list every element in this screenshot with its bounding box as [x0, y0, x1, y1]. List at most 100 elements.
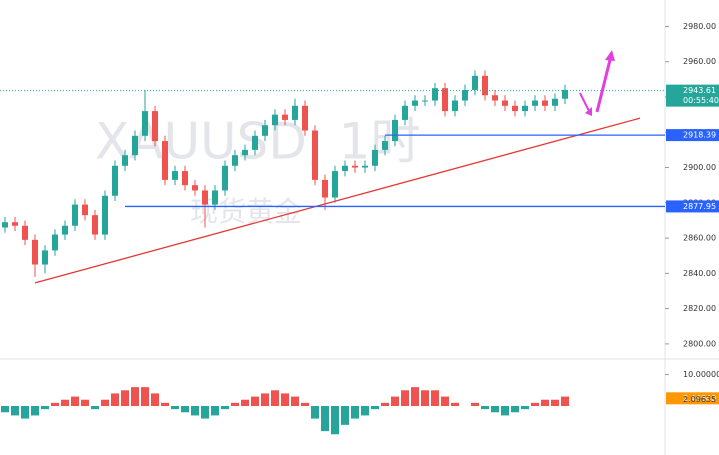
candle-body: [292, 105, 298, 120]
trendline: [34, 117, 641, 284]
candle-body: [82, 204, 88, 216]
current-price-box: [666, 84, 719, 107]
macd-bar: [11, 406, 19, 416]
candle-body: [472, 75, 478, 90]
candle-body: [542, 100, 548, 106]
macd-bar: [561, 396, 569, 406]
macd-bar: [91, 406, 99, 410]
macd-bar: [261, 393, 269, 406]
macd-bar: [401, 390, 409, 406]
candle-body: [502, 100, 508, 106]
candle-body: [412, 100, 418, 106]
candle-body: [32, 239, 38, 265]
candle-body: [512, 105, 518, 112]
y-tick-label: 2980.00: [683, 22, 716, 31]
candle-body: [402, 105, 408, 120]
level-label-box: [666, 129, 719, 142]
macd-bar: [81, 399, 89, 406]
y-tick-label: 2820.00: [683, 304, 716, 313]
candle-body: [382, 141, 388, 150]
macd-bar: [471, 402, 479, 406]
macd-value-box: [666, 392, 719, 405]
macd-value-label: 2.44640: [683, 394, 716, 403]
macd-bar: [521, 406, 529, 410]
candle-body: [172, 171, 178, 180]
candle-body: [182, 171, 188, 186]
macd-bar: [291, 396, 299, 406]
candle-body: [262, 125, 268, 136]
macd-bar: [141, 387, 149, 406]
candle-body: [482, 75, 488, 96]
arrow-head: [585, 107, 592, 116]
macd-bar: [371, 406, 379, 410]
macd-bar: [31, 406, 39, 416]
arrow-up: [595, 59, 612, 113]
macd-bar: [271, 390, 279, 406]
y-tick-label: 2840.00: [683, 269, 716, 278]
candle-body: [52, 234, 58, 251]
macd-bar: [411, 387, 419, 406]
macd-bar: [531, 402, 539, 406]
macd-bar: [501, 406, 509, 416]
candle-body: [522, 105, 528, 112]
name-watermark: 现货黄金: [190, 195, 302, 228]
macd-bar: [351, 406, 359, 419]
macd-bar: [301, 402, 309, 406]
arrow-down: [579, 92, 591, 114]
macd-bar: [191, 406, 199, 416]
candle-body: [242, 149, 248, 156]
candle-body: [142, 111, 148, 136]
candle-body: [532, 100, 538, 106]
candle-body: [122, 155, 128, 166]
candle-body: [62, 225, 68, 235]
candle-body: [442, 88, 448, 112]
candle-body: [102, 195, 108, 235]
candle-body: [192, 185, 198, 191]
current-price-label: 2943.61: [683, 86, 716, 95]
candle-body: [492, 95, 498, 101]
macd-bar: [321, 406, 329, 432]
macd-bar: [511, 406, 519, 413]
candle-body: [152, 111, 158, 142]
macd-bar: [221, 406, 229, 410]
macd-bar: [231, 402, 239, 406]
candle-body: [562, 89, 568, 99]
candle-body: [422, 100, 428, 102]
macd-bar: [361, 406, 369, 416]
y-tick-label: 2960.00: [683, 57, 716, 66]
candle-body: [452, 100, 458, 112]
candle-body: [462, 89, 468, 101]
candle-body: [282, 114, 288, 120]
macd-bar: [211, 406, 219, 416]
macd-bar: [1, 406, 9, 413]
macd-bar: [491, 406, 499, 413]
countdown: 00:55:40: [683, 96, 719, 105]
candle-body: [42, 250, 48, 265]
candle-body: [332, 171, 338, 198]
candle-body: [12, 222, 18, 226]
candle-body: [222, 165, 228, 191]
macd-bar: [551, 399, 559, 406]
candle-body: [322, 179, 328, 198]
macd-bar: [241, 399, 249, 406]
macd-bar: [161, 402, 169, 406]
macd-bar: [61, 399, 69, 406]
candle-body: [132, 135, 138, 156]
macd-bar: [101, 399, 109, 406]
macd-bar: [341, 406, 349, 425]
level-label: 2918.39: [683, 131, 716, 140]
candle-body: [352, 165, 358, 168]
macd-bar: [281, 393, 289, 406]
macd-bar: [451, 402, 459, 406]
macd-bar: [41, 406, 49, 410]
macd-bar: [381, 402, 389, 406]
candle-body: [22, 225, 28, 240]
candle-body: [202, 190, 208, 205]
candle-body: [312, 130, 318, 180]
macd-bar: [111, 393, 119, 406]
candle-body: [342, 165, 348, 172]
arrow-head: [605, 50, 615, 61]
macd-bar: [131, 387, 139, 406]
